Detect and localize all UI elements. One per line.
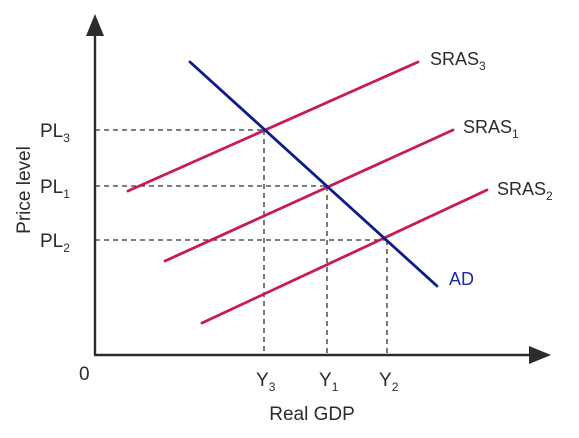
ad-curve [188,60,439,288]
y3-label-base: Y [256,370,269,391]
pl2-label-sub: 2 [63,241,70,255]
pl3-label-base: PL [40,121,63,142]
pl3-label: PL3 [40,121,70,145]
sras3-curve [126,60,420,193]
sras2-label-base: SRAS [497,179,546,199]
sras1-label: SRAS1 [463,117,519,141]
sras2-label: SRAS2 [497,179,553,203]
y2-label-sub: 2 [392,380,399,394]
y3-label-sub: 3 [269,380,276,394]
origin-label: 0 [79,364,90,385]
x-axis-arrowhead [529,346,551,364]
sras3-label: SRAS3 [430,49,486,73]
sras2-label-sub: 2 [546,189,553,203]
pl1-label-sub: 1 [63,187,70,201]
ad-label: AD [449,269,474,289]
pl1-label-base: PL [40,177,63,198]
sras3-label-base: SRAS [430,49,479,69]
y1-label-sub: 1 [332,380,339,394]
pl1-label: PL1 [40,177,70,201]
y-axis-title: Price level [14,146,35,234]
sras3-label-sub: 3 [479,59,486,73]
pl2-label-base: PL [40,231,63,252]
y2-label-base: Y [379,370,392,391]
y1-label: Y1 [319,370,339,394]
y1-label-base: Y [319,370,332,391]
sras1-label-base: SRAS [463,117,512,137]
sras2-curve [200,188,489,325]
sras1-curve [163,128,455,263]
pl2-label: PL2 [40,231,70,255]
x-axis-title: Real GDP [269,404,355,425]
y-axis-arrowhead [86,14,104,36]
sras1-label-sub: 1 [512,127,519,141]
pl3-label-sub: 3 [63,131,70,145]
y3-label: Y3 [256,370,276,394]
y2-label: Y2 [379,370,399,394]
guide-lines [95,129,388,355]
axes [86,14,551,364]
